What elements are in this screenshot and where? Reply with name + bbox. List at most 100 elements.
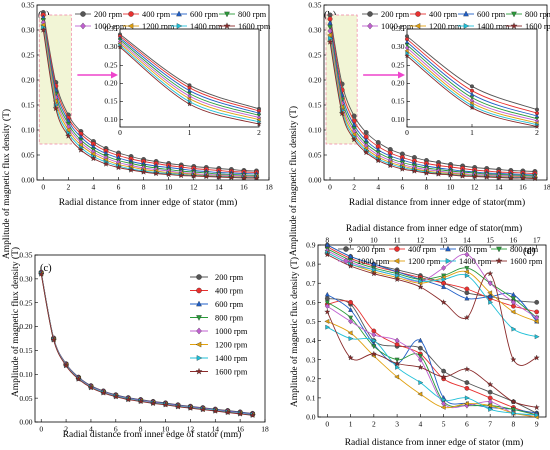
panel-b-point xyxy=(327,20,333,25)
panel-d-bottom-point xyxy=(348,336,354,342)
panel-a-inset-ytick-label: 0.20 xyxy=(104,79,117,88)
panel-a-legend-label: 1600 rpm xyxy=(238,22,271,31)
panel-c-point xyxy=(87,384,95,391)
panel-d-bottom-point xyxy=(417,337,423,343)
panel-c-point xyxy=(236,410,244,417)
panel-b-inset-point xyxy=(535,107,539,112)
panel-c-xtick-label: 2 xyxy=(64,425,68,434)
panel-b-legend-marker xyxy=(415,11,421,17)
panel-d-top-point xyxy=(464,273,470,279)
panel-d-bottom-point xyxy=(534,412,540,418)
panel-b-legend-marker xyxy=(463,10,469,17)
panel-a-inset-ytick-label: 0.15 xyxy=(104,97,117,106)
panel-a: Amplitude of magnetic flux density (T) R… xyxy=(1,1,273,259)
panel-c-ylabel: Amplitude of magnetic flux density (T) xyxy=(10,247,21,397)
panel-a-ytick-label: 0.10 xyxy=(21,126,34,135)
panel-c-ytick-label: 0.25 xyxy=(19,298,32,307)
panel-a-inset-ytick-label: 0.35 xyxy=(104,24,117,33)
panel-d-x2tick-label: 8 xyxy=(325,236,329,245)
panel-a-inset-point xyxy=(187,96,192,101)
panel-d-top-point xyxy=(534,334,540,340)
panel-b: Amplitude of magnetic flux density (T) R… xyxy=(288,1,550,256)
panel-d-bottom-point xyxy=(464,380,470,385)
panel-a-point xyxy=(215,173,223,180)
panel-d-xtick-label: 6 xyxy=(465,420,469,429)
panel-c-point xyxy=(224,409,231,416)
panel-d-bottom-series-line xyxy=(327,326,537,416)
panel-c-legend-marker xyxy=(196,300,202,307)
panel-d-legend-label: 1400 rpm xyxy=(459,257,492,266)
panel-c-point xyxy=(112,393,119,400)
panel-a-inset-xtick-label: 2 xyxy=(257,128,261,137)
panel-c-ytick-label: 0.35 xyxy=(19,251,32,260)
panel-d-bottom-point xyxy=(440,404,446,410)
panel-d-bottom-point xyxy=(487,389,493,395)
panel-d-top-point xyxy=(370,270,377,277)
panel-a-legend-marker xyxy=(127,23,134,29)
panel-b-inset-xtick-label: 2 xyxy=(535,128,539,137)
panel-d-top-point xyxy=(440,299,447,306)
panel-d-bottom-series-line xyxy=(327,298,537,414)
panel-b-ytick-label: 0.10 xyxy=(308,126,321,135)
panel-d-xtick-label: 5 xyxy=(442,420,446,429)
panel-c-ytick-label: 0.15 xyxy=(19,346,32,355)
panel-a-point xyxy=(65,132,72,139)
panel-d-bottom-point xyxy=(510,407,516,413)
panel-d-top-point xyxy=(395,273,400,279)
panel-d-xtick-label: 4 xyxy=(418,420,422,429)
panel-c-legend-marker xyxy=(196,327,202,335)
panel-b-xlabel: Radial distance from inner edge of stato… xyxy=(349,197,525,208)
panel-b-ytick-label: 0.20 xyxy=(308,76,321,85)
panel-c-xtick-label: 0 xyxy=(39,425,43,434)
panel-b-ylabel: Amplitude of magnetic flux density (T) xyxy=(288,106,299,256)
panel-b-xtick-label: 2 xyxy=(352,183,356,192)
panel-a-point xyxy=(253,174,260,181)
panel-d-bottom-point xyxy=(371,338,377,344)
panel-d-top-point xyxy=(371,261,377,267)
panel-d-bottom-series-line xyxy=(327,320,537,418)
panel-a-legend-marker xyxy=(80,11,86,17)
panel-a-xtick-label: 18 xyxy=(265,183,273,192)
panel-a-inset-bg xyxy=(120,29,259,127)
panel-b-point xyxy=(326,38,334,45)
panel-a-point xyxy=(190,172,197,179)
panel-d-bottom-point xyxy=(511,410,517,416)
panel-d-legend-label: 1200 rpm xyxy=(408,257,441,266)
panel-b-legend-label: 1200 rpm xyxy=(429,22,462,31)
panel-d-top-point xyxy=(441,276,447,282)
panel-a-inset-ytick-label: 0.30 xyxy=(104,42,117,51)
panel-a-legend-label: 1000 rpm xyxy=(94,22,127,31)
panel-d-bottom-point xyxy=(417,391,423,397)
panel-b-ytick-label: 0.00 xyxy=(308,176,321,185)
panel-d-top-series-line xyxy=(327,248,537,318)
panel-d-bottom-point xyxy=(394,337,400,344)
panel-c-point xyxy=(199,406,207,413)
panel-a-point xyxy=(203,173,210,180)
panel-b-ytick-label: 0.15 xyxy=(308,101,321,110)
panel-d-top-point xyxy=(417,283,424,290)
panel-c-point xyxy=(75,375,82,382)
panel-b-point xyxy=(363,149,370,156)
panel-a-legend-label: 200 rpm xyxy=(94,10,123,19)
panel-d-bottom-point xyxy=(348,315,354,321)
panel-b-legend-marker xyxy=(511,11,517,18)
panel-a-xtick-label: 16 xyxy=(240,183,248,192)
panel-d-legend-marker xyxy=(343,257,349,265)
panel-d-top-point xyxy=(511,326,517,332)
panel-b-xtick-label: 4 xyxy=(376,183,380,192)
panel-b-inset-point xyxy=(469,91,475,96)
panel-b-point xyxy=(363,130,369,135)
panel-b-xtick-label: 10 xyxy=(447,183,455,192)
panel-a-point xyxy=(52,105,59,112)
panel-a-legend-marker xyxy=(80,22,86,30)
panel-d-top-series-line xyxy=(327,254,537,366)
panel-b-inset-point xyxy=(469,96,475,101)
panel-a-legend-marker xyxy=(224,11,230,18)
panel-b-legend-label: 1600 rpm xyxy=(525,22,550,31)
panel-d-bottom-point xyxy=(370,350,377,357)
panel-b-axes-frame xyxy=(323,4,548,181)
panel-d-bottom-point xyxy=(324,296,330,301)
panel-d-ytick-label: 0.2 xyxy=(306,374,316,383)
panel-b-point xyxy=(447,171,454,178)
panel-d-legend-label: 1600 rpm xyxy=(510,257,543,266)
